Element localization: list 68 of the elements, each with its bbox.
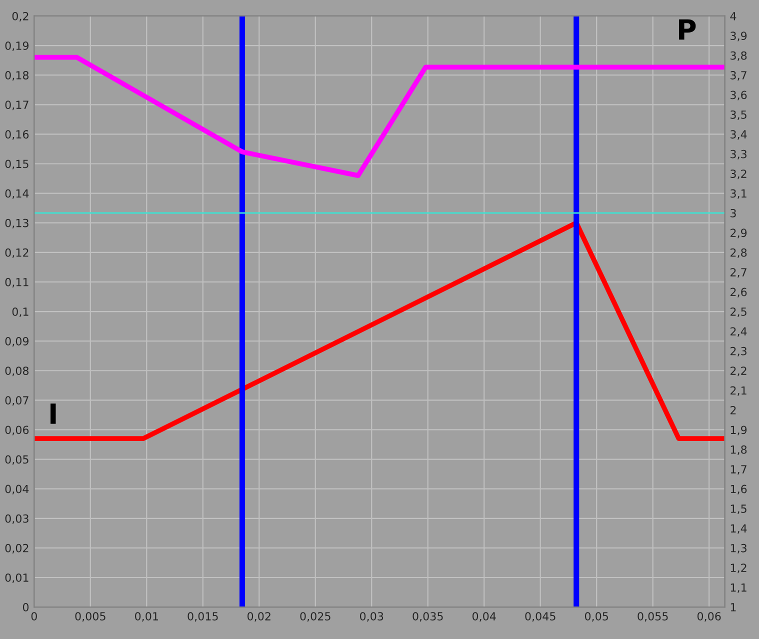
y-tick-label: 0,04 <box>5 484 29 494</box>
x-tick-label: 0,05 <box>584 612 608 622</box>
y-tick-label: 0,17 <box>5 100 28 110</box>
y-tick-label: 0,1 <box>12 307 28 318</box>
y-tick-label: 0,14 <box>5 189 29 199</box>
y-tick-label: 0,12 <box>5 248 28 258</box>
y-tick-label: 0,02 <box>5 544 28 554</box>
x-tick-label: 0,02 <box>248 612 270 622</box>
y2-tick-label: 1,6 <box>730 484 747 494</box>
y-tick-label: 0,07 <box>5 396 28 406</box>
y2-tick-label: 1,3 <box>730 544 746 554</box>
y2-tick-label: 3,6 <box>730 90 747 100</box>
y2-tick-label: 2,4 <box>730 327 747 337</box>
y2-tick-label: 1,1 <box>730 583 746 593</box>
y-tick-label: 0,03 <box>5 514 28 524</box>
y-tick-label: 0,19 <box>5 42 29 52</box>
y-tick-label: 0,16 <box>5 130 29 140</box>
y-tick-label: 0,01 <box>5 573 28 584</box>
y2-tick-label: 1,8 <box>730 445 747 455</box>
y-tick-label: 0,15 <box>5 160 28 170</box>
y2-tick-label: 1,2 <box>730 564 746 574</box>
y2-tick-label: 2,7 <box>730 268 746 278</box>
y2-tick-label: 3,9 <box>730 32 747 42</box>
y2-tick-label: 1,9 <box>730 426 747 436</box>
y2-tick-label: 3,4 <box>730 130 747 140</box>
y2-tick-label: 2,5 <box>730 307 746 318</box>
y2-tick-label: 2,1 <box>730 386 746 396</box>
y2-tick-label: 3,3 <box>730 150 746 160</box>
y-tick-label: 0,06 <box>5 426 29 436</box>
x-tick-label: 0 <box>31 612 37 621</box>
y-tick-label: 0,08 <box>5 366 29 376</box>
y-tick-label: 0,05 <box>5 455 28 465</box>
line-series <box>34 54 725 178</box>
x-tick-label: 0,015 <box>188 612 218 622</box>
y2-tick-label: 3 <box>730 208 736 218</box>
y-tick-label: 0 <box>22 603 29 612</box>
y-tick-label: 0,09 <box>5 337 29 347</box>
y2-tick-label: 1,5 <box>730 504 746 514</box>
x-tick-label: 0,035 <box>412 612 443 622</box>
y2-tick-label: 3,1 <box>730 189 746 199</box>
y2-tick-label: 1 <box>730 603 736 612</box>
y2-tick-label: 2,6 <box>730 288 747 298</box>
y2-tick-label: 2 <box>730 406 736 414</box>
y2-tick-label: 2,3 <box>730 346 746 356</box>
y-tick-label: 0,11 <box>5 278 28 288</box>
y-tick-label: 0,2 <box>12 12 28 22</box>
y2-tick-label: 3,2 <box>730 170 746 180</box>
y-tick-label: 0,13 <box>5 218 28 228</box>
x-tick-label: 0,045 <box>525 612 556 622</box>
y2-tick-label: 3,8 <box>730 51 747 61</box>
y2-tick-label: 3,7 <box>730 71 746 81</box>
x-tick-label: 0,005 <box>75 612 106 622</box>
y-tick-label: 0,18 <box>5 71 29 81</box>
y2-tick-label: 3,5 <box>730 110 746 120</box>
x-tick-label: 0,03 <box>360 612 384 622</box>
y2-tick-label: 2,8 <box>730 248 747 258</box>
y2-tick-label: 2,2 <box>730 366 746 376</box>
x-tick-label: 0,06 <box>697 612 721 622</box>
x-tick-label: 0,025 <box>300 612 330 622</box>
x-tick-label: 0,04 <box>472 612 496 622</box>
y2-tick-label: 1,4 <box>730 524 747 534</box>
y2-tick-label: 4 <box>730 12 736 20</box>
y2-tick-label: 2,9 <box>730 228 747 238</box>
annotation: I <box>50 404 56 424</box>
y2-tick-label: 1,7 <box>730 465 746 475</box>
x-tick-label: 0,055 <box>638 612 668 622</box>
annotation: P <box>679 19 696 40</box>
x-tick-label: 0,01 <box>135 612 158 622</box>
